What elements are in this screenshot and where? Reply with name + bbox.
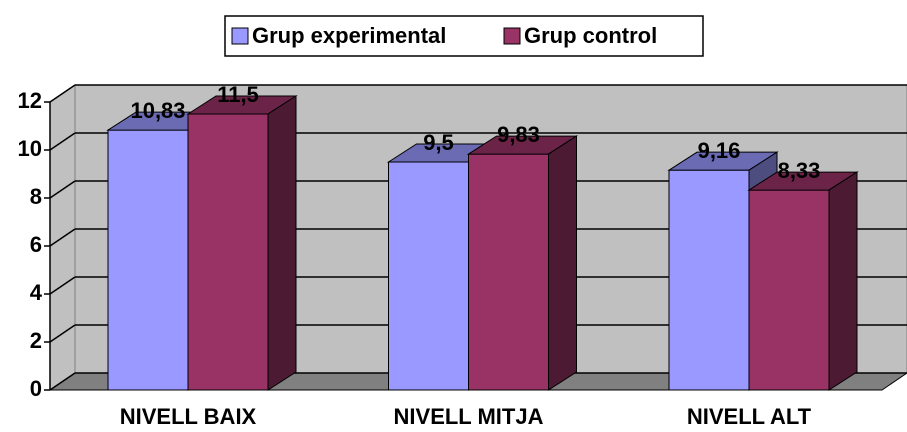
side-grid-line	[49, 372, 76, 391]
bar-front	[668, 169, 750, 391]
y-tick-label: 0	[30, 376, 42, 401]
side-grid-line	[49, 132, 76, 151]
y-tick-label: 2	[30, 328, 42, 353]
y-tick-label: 12	[18, 88, 42, 113]
value-label: 10,83	[130, 98, 185, 123]
value-label: 9,83	[497, 122, 540, 147]
side-grid-line	[49, 276, 76, 295]
y-tick-label: 4	[30, 280, 43, 305]
bar-front	[748, 189, 830, 391]
y-tick-label: 8	[30, 184, 42, 209]
legend-swatch	[231, 27, 249, 45]
x-tick-label: NIVELL MITJA	[394, 404, 544, 429]
x-tick-label: NIVELL ALT	[687, 404, 812, 429]
y-tick-label: 6	[30, 232, 42, 257]
x-tick-label: NIVELL BAIX	[120, 404, 257, 429]
legend	[224, 15, 704, 57]
value-label: 9,16	[698, 138, 741, 163]
bar-front	[468, 153, 549, 391]
value-label: 8,33	[778, 158, 821, 183]
y-tick-label: 10	[18, 136, 42, 161]
bar-front	[388, 161, 469, 391]
side-grid-line	[49, 228, 76, 247]
side-grid-line	[49, 324, 76, 343]
value-label: 11,5	[217, 82, 259, 107]
value-label: 9,5	[423, 130, 454, 155]
bar-side	[548, 135, 577, 391]
legend-swatch	[503, 27, 521, 45]
side-grid-line	[49, 84, 76, 103]
bar-side	[267, 95, 297, 391]
legend-label: Grup experimental	[252, 23, 446, 48]
bar-front	[187, 113, 269, 391]
bar-side	[828, 171, 858, 391]
side-grid-line	[49, 180, 76, 199]
bar-front	[107, 129, 189, 391]
legend-label: Grup control	[524, 23, 657, 48]
